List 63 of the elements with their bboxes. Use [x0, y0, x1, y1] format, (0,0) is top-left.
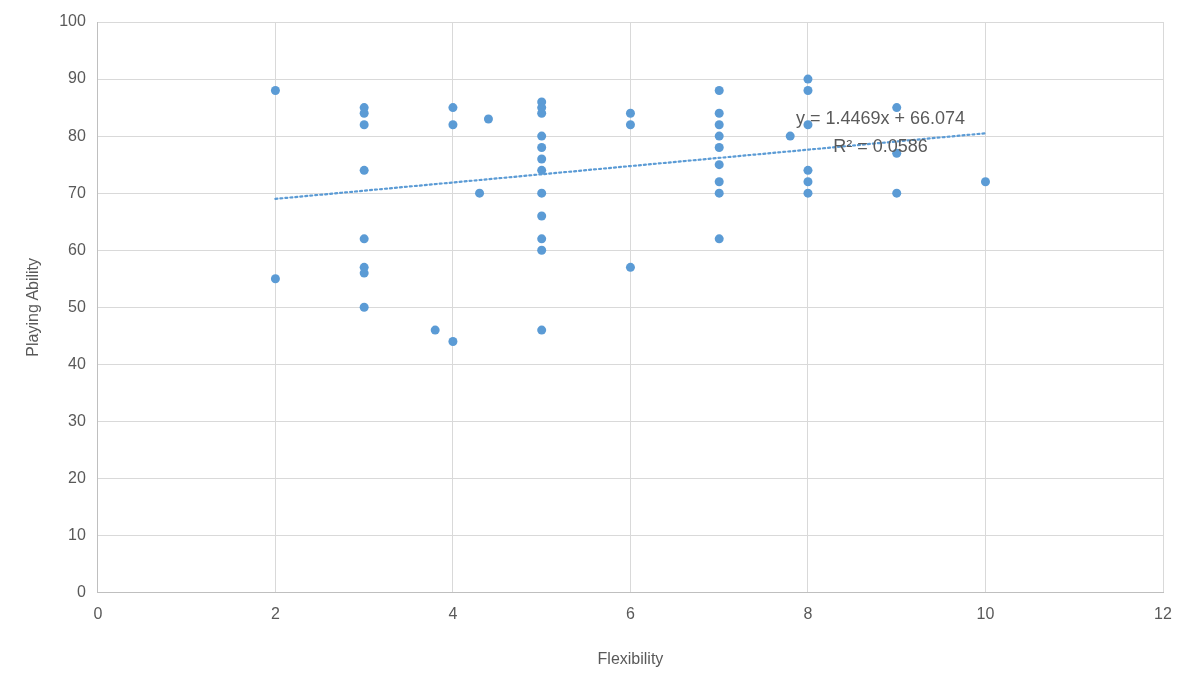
- y-tick-label: 10: [68, 525, 86, 543]
- point: [803, 188, 813, 198]
- point: [359, 234, 369, 244]
- point: [625, 108, 635, 118]
- point: [892, 188, 902, 198]
- point: [537, 234, 547, 244]
- point: [785, 131, 795, 141]
- x-tick-label: 4: [448, 604, 458, 622]
- point: [714, 160, 724, 170]
- point: [448, 120, 458, 130]
- y-tick-label: 100: [59, 12, 86, 30]
- point: [714, 143, 724, 153]
- point: [359, 120, 369, 130]
- point: [714, 120, 724, 130]
- point: [359, 302, 369, 312]
- y-tick-label: 90: [68, 69, 86, 87]
- point: [537, 165, 547, 175]
- point: [483, 114, 493, 124]
- x-tick-label: 2: [270, 604, 280, 622]
- y-tick-label: 40: [68, 354, 86, 372]
- point: [714, 108, 724, 118]
- y-tick-label: 0: [76, 583, 86, 601]
- x-tick-label: 6: [625, 604, 635, 622]
- point: [803, 177, 813, 187]
- annotation: y = 1.4469x + 66.074: [795, 108, 966, 129]
- x-tick-label: 10: [976, 604, 995, 622]
- point: [475, 188, 485, 198]
- point: [714, 234, 724, 244]
- y-tick-label: 60: [68, 240, 86, 258]
- x-tick-label: 12: [1154, 604, 1172, 622]
- point: [537, 325, 547, 335]
- point: [625, 120, 635, 130]
- point: [537, 188, 547, 198]
- point: [359, 165, 369, 175]
- point: [537, 154, 547, 164]
- point: [448, 337, 458, 347]
- point: [714, 85, 724, 95]
- point: [803, 165, 813, 175]
- y-tick-label: 50: [68, 297, 86, 315]
- point: [537, 245, 547, 255]
- y-axis-title: Playing Ability: [24, 257, 42, 357]
- point: [537, 131, 547, 141]
- point: [803, 85, 813, 95]
- x-tick-label: 8: [803, 604, 813, 622]
- x-tick-label: 0: [93, 604, 103, 622]
- point: [430, 325, 440, 335]
- point: [714, 131, 724, 141]
- point: [537, 211, 547, 221]
- y-tick-label: 80: [68, 126, 86, 144]
- point: [537, 143, 547, 153]
- y-tick-label: 20: [68, 468, 86, 486]
- point: [803, 74, 813, 84]
- point: [980, 177, 990, 187]
- point: [714, 177, 724, 187]
- point: [625, 262, 635, 272]
- point: [892, 103, 902, 113]
- point: [448, 103, 458, 113]
- x-axis-title: Flexibility: [597, 649, 664, 667]
- y-tick-label: 70: [68, 183, 86, 201]
- y-tick-label: 30: [68, 411, 86, 429]
- point: [714, 188, 724, 198]
- point: [270, 274, 280, 284]
- point: [270, 85, 280, 95]
